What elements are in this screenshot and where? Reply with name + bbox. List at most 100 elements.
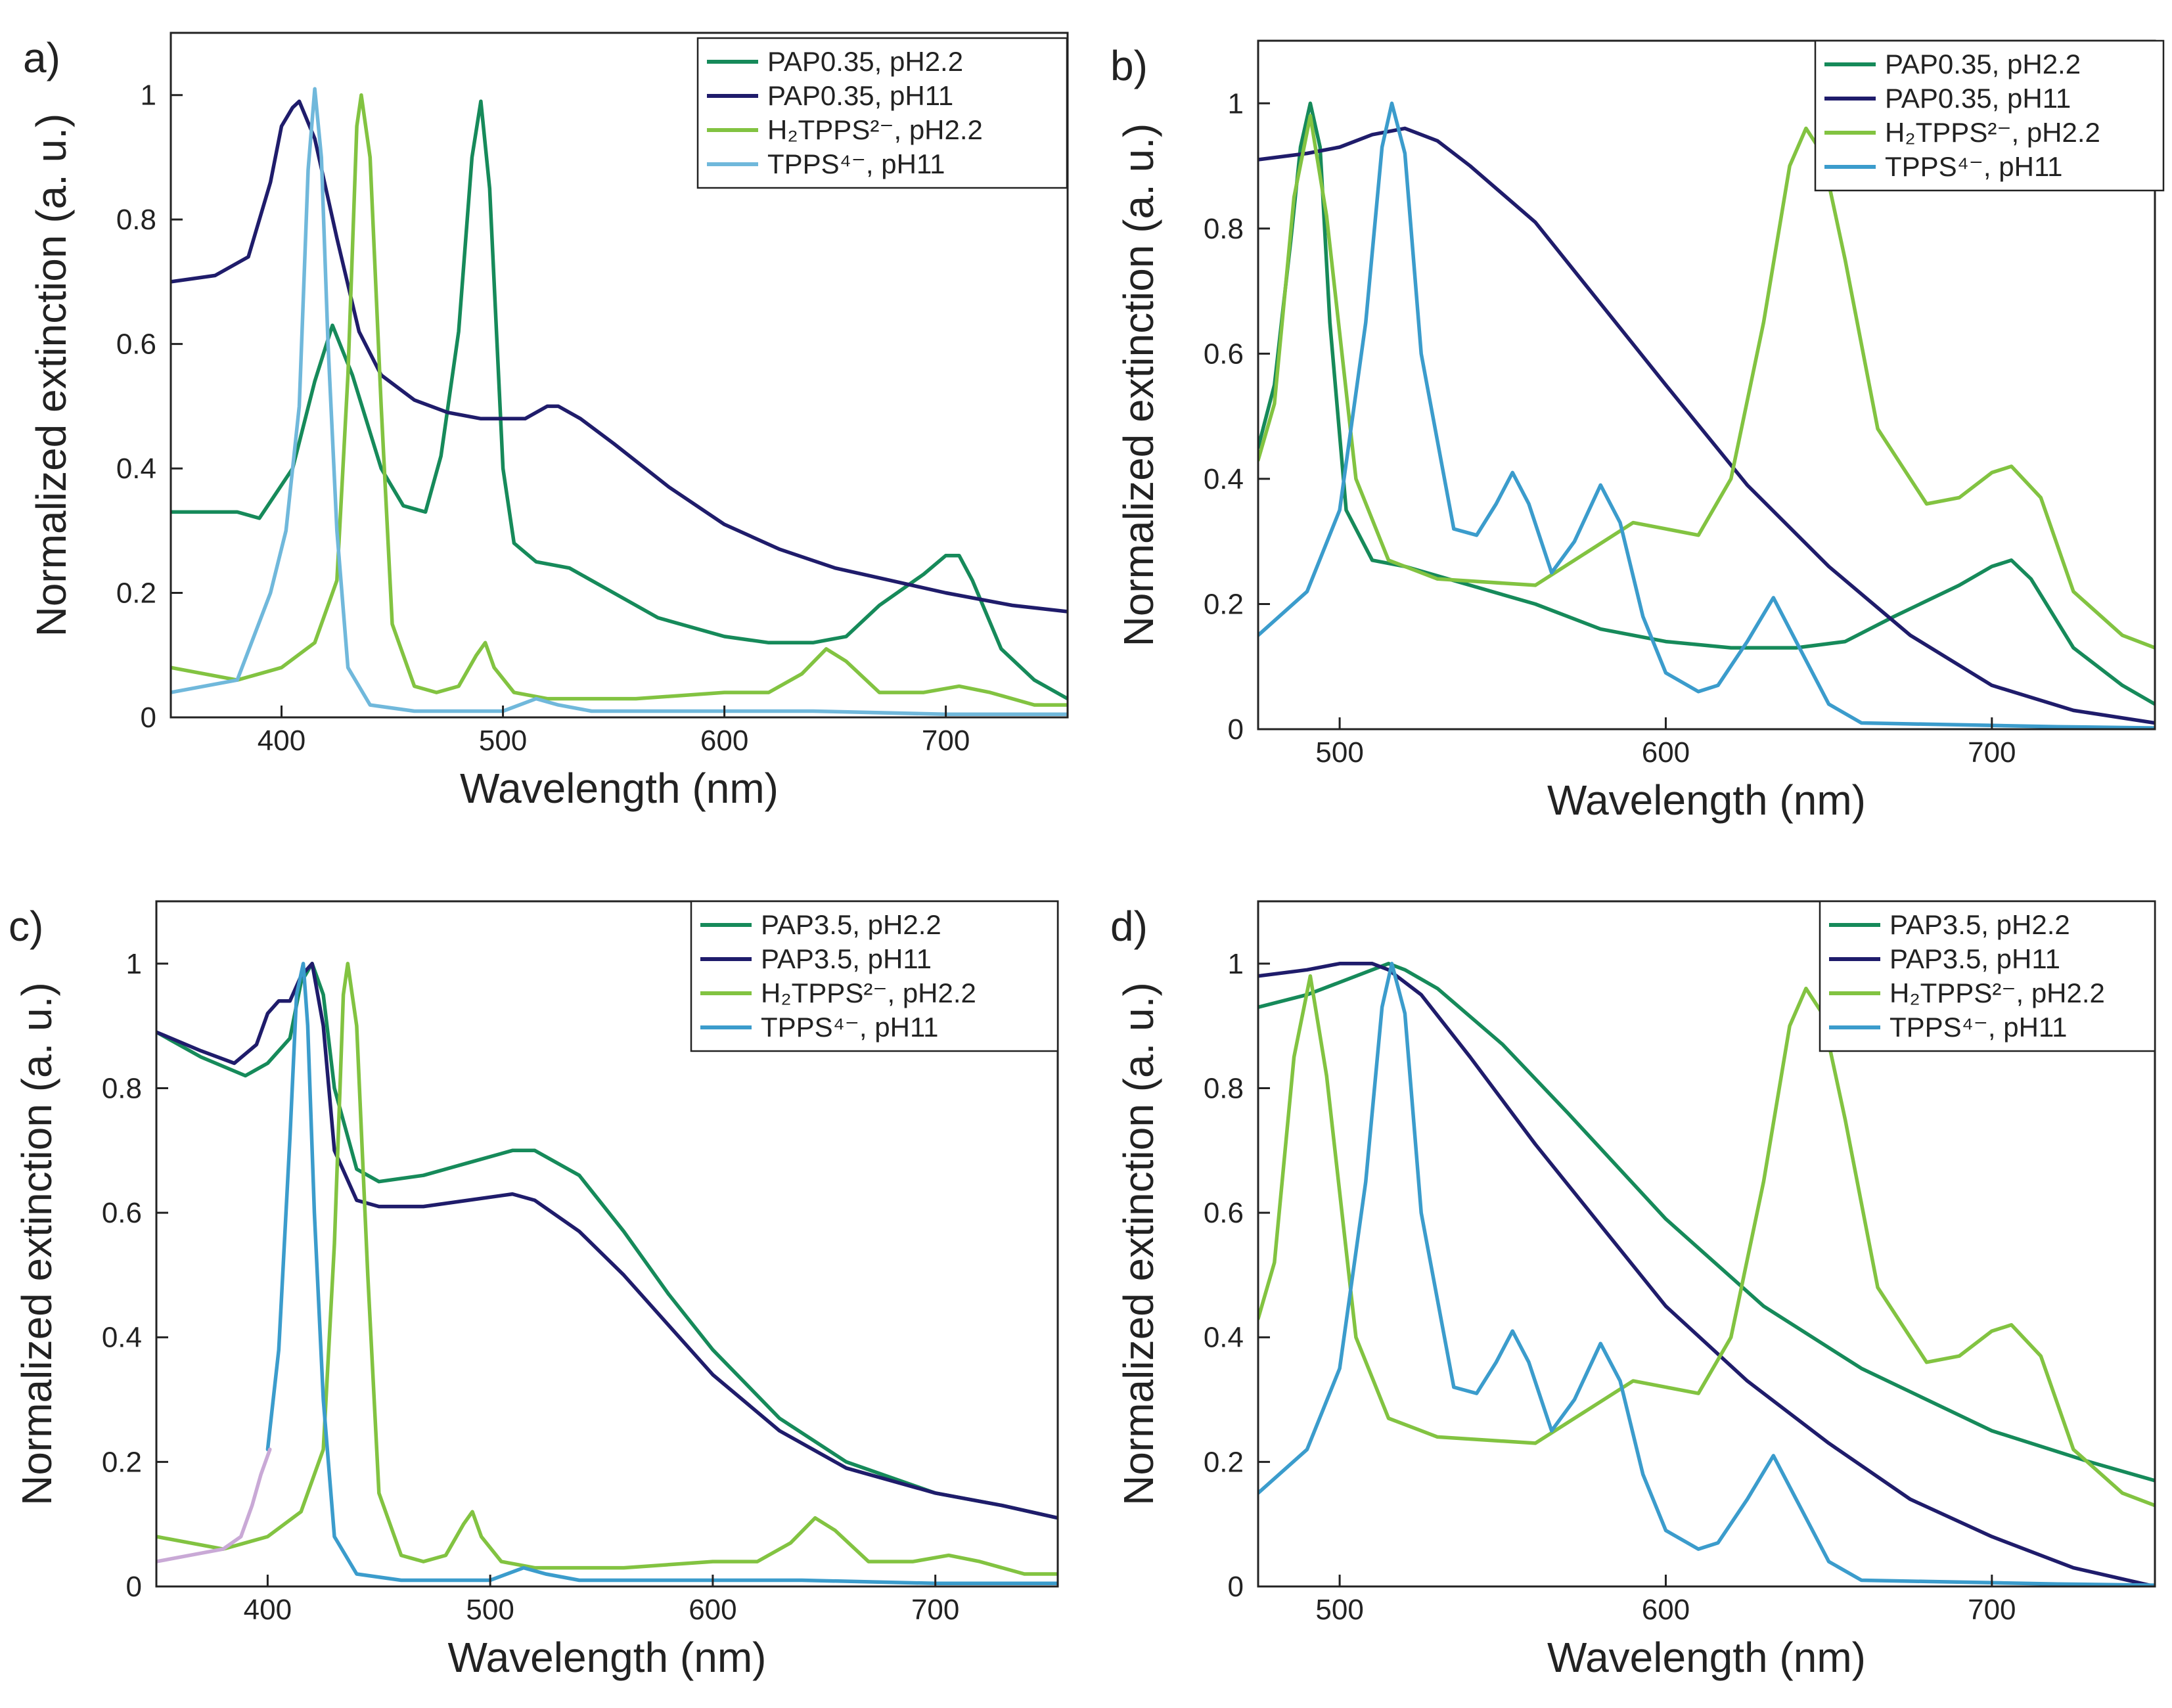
legend-label: PAP0.35, pH2.2 — [1885, 49, 2081, 79]
y-tick-label: 0.4 — [1204, 1322, 1244, 1354]
legend-label: H₂TPPS²⁻, pH2.2 — [767, 114, 983, 145]
legend-label: TPPS⁴⁻, pH11 — [767, 148, 945, 179]
y-tick-label: 0.8 — [1204, 1072, 1244, 1104]
y-tick-label: 0 — [126, 1571, 142, 1603]
series-line-H-TPPS-pH2.2 — [156, 962, 1058, 1576]
panel-label: a) — [23, 34, 60, 81]
x-axis-title: Wavelength (nm) — [1547, 776, 1866, 824]
panel-a: 400 500 600 700 0 0.2 0.4 0.6 0.8 1 Wavelength (nm… — [23, 32, 1069, 812]
y-tick-label: 0.2 — [1204, 1446, 1244, 1478]
legend-label: PAP3.5, pH11 — [761, 943, 932, 974]
x-tick-label: 600 — [700, 725, 748, 757]
legend-box — [690, 900, 1059, 1052]
panel-label: d) — [1110, 903, 1148, 950]
x-tick-label: 700 — [922, 725, 970, 757]
y-tick-label: 0.2 — [116, 577, 156, 610]
x-tick-label: 500 — [479, 725, 527, 757]
x-axis-title: Wavelength (nm) — [1547, 1634, 1866, 1681]
y-tick-label: 0 — [141, 702, 156, 734]
series-line-PAP3.5-pH2.2 — [1258, 962, 2155, 1483]
plot-frame — [1257, 39, 2156, 730]
x-tick-label: 600 — [1642, 736, 1690, 769]
y-axis-title: Normalized extinction (a. u.) — [1115, 124, 1162, 647]
x-tick-label: 700 — [1968, 1594, 2016, 1626]
y-tick-label: 0.8 — [1204, 213, 1244, 245]
y-tick-label: 0.2 — [102, 1446, 142, 1478]
y-tick-label: 0.6 — [102, 1197, 142, 1229]
series-line-H-TPPS-pH2.2 — [1258, 974, 2155, 1508]
series-line-TPPS-pH11 — [1258, 101, 2155, 729]
series-line-PAP3.5-pH2.2 — [156, 962, 1058, 1520]
y-tick-label: 1 — [126, 948, 142, 980]
plot-frame — [155, 900, 1059, 1588]
panel-label: b) — [1110, 42, 1148, 89]
series-line-PAP3.5-pH11 — [156, 962, 1058, 1520]
panel-label: c) — [9, 903, 43, 950]
plot-frame — [170, 32, 1069, 719]
y-axis-title: Normalized extinction (a. u.) — [1115, 982, 1162, 1506]
y-tick-label: 0.2 — [1204, 588, 1244, 620]
legend-label: PAP3.5, pH2.2 — [1889, 909, 2070, 940]
legend-label: PAP0.35, pH11 — [767, 80, 953, 111]
series-group — [156, 962, 1058, 1586]
x-tick-label: 500 — [1315, 1594, 1363, 1626]
y-tick-label: 0.6 — [1204, 1197, 1244, 1229]
series-line-PAP0.35-pH11 — [171, 99, 1068, 614]
series-line-H-TPPS-pH2.2 — [171, 93, 1068, 707]
x-tick-label: 500 — [466, 1594, 514, 1626]
legend-label: TPPS⁴⁻, pH11 — [1885, 151, 2063, 182]
series-line-extra — [156, 1447, 272, 1563]
series-line-H-TPPS-pH2.2 — [1258, 114, 2155, 650]
y-tick-label: 0.4 — [1204, 463, 1244, 495]
x-tick-label: 700 — [1968, 736, 2016, 769]
x-tick-label: 500 — [1315, 736, 1363, 769]
legend-label: H₂TPPS²⁻, pH2.2 — [761, 978, 976, 1008]
x-tick-label: 600 — [1642, 1594, 1690, 1626]
y-tick-label: 0.8 — [116, 204, 156, 236]
x-axis-title: Wavelength (nm) — [460, 765, 779, 812]
x-tick-label: 600 — [689, 1594, 736, 1626]
y-tick-label: 1 — [1228, 87, 1244, 120]
legend-label: PAP3.5, pH2.2 — [761, 909, 941, 940]
legend-label: H₂TPPS²⁻, pH2.2 — [1889, 978, 2105, 1008]
plot-frame — [1257, 900, 2156, 1588]
y-axis-title: Normalized extinction (a. u.) — [13, 982, 60, 1506]
legend-label: TPPS⁴⁻, pH11 — [761, 1012, 939, 1043]
y-tick-label: 1 — [141, 79, 156, 112]
y-axis-title: Normalized extinction (a. u.) — [28, 114, 75, 637]
series-group — [1258, 101, 2155, 729]
series-line-TPPS-pH11 — [171, 87, 1068, 717]
y-tick-label: 1 — [1228, 948, 1244, 980]
series-line-PAP0.35-pH2.2 — [171, 99, 1068, 701]
x-tick-label: 700 — [911, 1594, 959, 1626]
panel-c: 400 500 600 700 0 0.2 0.4 0.6 0.8 1 Wavelength (nm… — [9, 900, 1059, 1681]
legend-label: PAP3.5, pH11 — [1889, 943, 2060, 974]
legend-label: PAP0.35, pH11 — [1885, 83, 2071, 114]
x-axis-title: Wavelength (nm) — [448, 1634, 767, 1681]
y-tick-label: 0.6 — [1204, 338, 1244, 370]
legend-box — [696, 37, 1068, 189]
y-tick-label: 0 — [1228, 713, 1244, 746]
series-group — [171, 87, 1068, 717]
y-tick-label: 0.6 — [116, 328, 156, 361]
series-line-TPPS-pH11 — [1258, 962, 2155, 1586]
x-tick-label: 400 — [244, 1594, 292, 1626]
series-group — [1258, 962, 2155, 1586]
legend-label: TPPS⁴⁻, pH11 — [1889, 1012, 2068, 1043]
series-line-PAP3.5-pH11 — [1258, 962, 2155, 1586]
series-line-PAP0.35-pH2.2 — [1258, 101, 2155, 706]
x-tick-label: 400 — [258, 725, 305, 757]
legend-label: H₂TPPS²⁻, pH2.2 — [1885, 117, 2100, 148]
y-tick-label: 0.4 — [102, 1322, 142, 1354]
legend-label: PAP0.35, pH2.2 — [767, 46, 963, 77]
y-tick-label: 0.8 — [102, 1072, 142, 1104]
y-tick-label: 0.4 — [116, 453, 156, 485]
series-line-TPPS-pH11 — [265, 962, 1058, 1586]
panel-b: 500 600 700 0 0.2 0.4 0.6 0.8 1 Wavelength (nm) No… — [1110, 39, 2165, 824]
panel-d: 500 600 700 0 0.2 0.4 0.6 0.8 1 Wavelength (nm) No… — [1110, 900, 2156, 1681]
